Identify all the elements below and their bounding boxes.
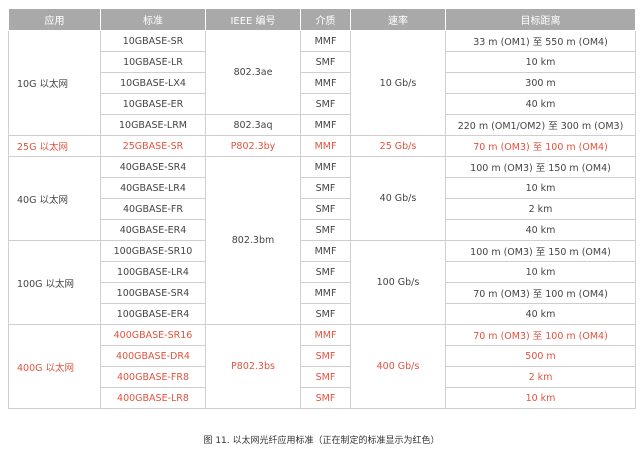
rate-cell: 25 Gb/s (350, 135, 446, 157)
table-row: 100G 以太网 100GBASE-SR10 MMF 100 Gb/s 100 m (O… (8, 240, 636, 325)
standard-cell: 10GBASE-SR (100, 30, 206, 52)
application-cell: 100G 以太网 (8, 240, 101, 325)
header-cell: 应用 (8, 8, 101, 31)
application-cell: 25G 以太网 (8, 135, 101, 157)
ieee-cell: P802.3by (205, 135, 301, 157)
rate-cell: 100 Gb/s (350, 240, 446, 325)
distance-cell: 40 km (445, 219, 636, 241)
standard-cell: 100GBASE-ER4 (100, 303, 206, 325)
standard-cell: 40GBASE-LR4 (100, 177, 206, 199)
medium-cell: MMF (300, 30, 351, 52)
application-cell: 400G 以太网 (8, 324, 101, 409)
ieee-cell: P802.3bs (205, 324, 301, 409)
distance-cell: 10 km (445, 261, 636, 283)
application-cell: 10G 以太网 (8, 30, 101, 136)
distance-cell: 100 m (OM3) 至 150 m (OM4) (445, 240, 636, 262)
standard-cell: 10GBASE-LX4 (100, 72, 206, 94)
header-cell: 速率 (350, 8, 446, 31)
table-row: 10GBASE-ER SMF 40 km (9, 93, 636, 115)
distance-cell: 220 m (OM1/OM2) 至 300 m (OM3) (445, 114, 636, 136)
medium-cell: SMF (300, 303, 351, 325)
distance-cell: 10 km (445, 387, 636, 409)
medium-cell: SMF (300, 366, 351, 388)
standard-cell: 400GBASE-LR8 (100, 387, 206, 409)
medium-cell: MMF (300, 156, 351, 178)
rate-cell: 40 Gb/s (350, 156, 446, 241)
standard-cell: 100GBASE-LR4 (100, 261, 206, 283)
distance-cell: 10 km (445, 177, 636, 199)
medium-cell: MMF (300, 240, 351, 262)
header-row: 应用 标准 IEEE 编号 介质 速率 目标距离 (8, 8, 636, 31)
table-row: 10GBASE-LRM 802.3aq MMF 220 m (OM1/OM2) 至 3… (9, 114, 636, 136)
medium-cell: SMF (300, 93, 351, 115)
table-row: 10GBASE-LX4 MMF 300 m (9, 72, 636, 94)
standard-cell: 40GBASE-FR (100, 198, 206, 220)
distance-cell: 70 m (OM3) 至 100 m (OM4) (445, 282, 636, 304)
standard-cell: 400GBASE-SR16 (100, 324, 206, 346)
table-row: 100GBASE-SR4 MMF 70 m (OM3) 至 100 m (OM4) (9, 282, 636, 304)
header-cell: 标准 (100, 8, 206, 31)
caption: 图 11. 以太网光纤应用标准（正在制定的标准显示为红色） (203, 436, 440, 446)
rate-cell: 10 Gb/s (350, 30, 446, 136)
standard-cell: 40GBASE-SR4 (100, 156, 206, 178)
header-cell: 介质 (300, 8, 351, 31)
table-row: 40G 以太网 40GBASE-SR4 802.3bm MMF 40 Gb/s 100 m… (8, 156, 636, 325)
distance-cell: 500 m (445, 345, 636, 367)
distance-cell: 40 km (445, 303, 636, 325)
standard-cell: 400GBASE-DR4 (100, 345, 206, 367)
header-cell: 目标距离 (445, 8, 636, 31)
standard-cell: 10GBASE-LRM (100, 114, 206, 136)
medium-cell: MMF (300, 114, 351, 136)
medium-cell: MMF (300, 135, 351, 157)
distance-cell: 2 km (445, 198, 636, 220)
ieee-cell: 802.3bm (205, 156, 301, 325)
table-row: 400GBASE-LR8 SMF 10 km (9, 387, 636, 409)
table-row: 400GBASE-FR8 SMF 2 km (9, 366, 636, 388)
medium-cell: MMF (300, 72, 351, 94)
standard-cell: 10GBASE-ER (100, 93, 206, 115)
medium-cell: SMF (300, 261, 351, 283)
header-cell: IEEE 编号 (205, 8, 301, 31)
table-row: 25G 以太网 25GBASE-SR P802.3by MMF 25 Gb/s 70 m … (8, 135, 636, 157)
distance-cell: 100 m (OM3) 至 150 m (OM4) (445, 156, 636, 178)
distance-cell: 40 km (445, 93, 636, 115)
ieee-cell: 802.3aq (205, 114, 301, 136)
distance-cell: 300 m (445, 72, 636, 94)
standard-cell: 400GBASE-FR8 (100, 366, 206, 388)
medium-cell: SMF (300, 198, 351, 220)
medium-cell: SMF (300, 51, 351, 73)
medium-cell: MMF (300, 324, 351, 346)
medium-cell: SMF (300, 387, 351, 409)
medium-cell: SMF (300, 219, 351, 241)
standard-cell: 25GBASE-SR (100, 135, 206, 157)
application-cell: 40G 以太网 (8, 156, 101, 241)
table-row: 100GBASE-LR4 SMF 10 km (9, 261, 636, 283)
standard-cell: 100GBASE-SR10 (100, 240, 206, 262)
distance-cell: 70 m (OM3) 至 100 m (OM4) (445, 324, 636, 346)
table-figure: 应用 标准 IEEE 编号 介质 速率 目标距离 10G 以太网 10GBASE-SR 802… (8, 8, 636, 409)
medium-cell: SMF (300, 177, 351, 199)
standard-cell: 10GBASE-LR (100, 51, 206, 73)
rate-cell: 400 Gb/s (350, 324, 446, 409)
table-row: 40GBASE-LR4 SMF 10 km (9, 177, 636, 199)
table-row: 10G 以太网 10GBASE-SR 802.3ae MMF 10 Gb/s 33 m (… (8, 30, 636, 136)
table-body: 10G 以太网 10GBASE-SR 802.3ae MMF 10 Gb/s 33 m (… (8, 30, 636, 409)
standards-table: 应用 标准 IEEE 编号 介质 速率 目标距离 10G 以太网 10GBASE-SR 802… (8, 8, 636, 409)
standard-cell: 40GBASE-ER4 (100, 219, 206, 241)
distance-cell: 70 m (OM3) 至 100 m (OM4) (445, 135, 636, 157)
table-row: 40GBASE-FR SMF 2 km (9, 198, 636, 220)
ieee-cell: 802.3ae (205, 30, 301, 115)
standard-cell: 100GBASE-SR4 (100, 282, 206, 304)
distance-cell: 33 m (OM1) 至 550 m (OM4) (445, 30, 636, 52)
table-row: 10GBASE-LR SMF 10 km (9, 51, 636, 73)
table-row: 400G 以太网 400GBASE-SR16 P802.3bs MMF 400 Gb/s… (8, 324, 636, 409)
table-row: 100GBASE-ER4 SMF 40 km (9, 303, 636, 325)
medium-cell: MMF (300, 282, 351, 304)
distance-cell: 10 km (445, 51, 636, 73)
medium-cell: SMF (300, 345, 351, 367)
distance-cell: 2 km (445, 366, 636, 388)
table-row: 40GBASE-ER4 SMF 40 km (9, 219, 636, 241)
table-row: 400GBASE-DR4 SMF 500 m (9, 345, 636, 367)
